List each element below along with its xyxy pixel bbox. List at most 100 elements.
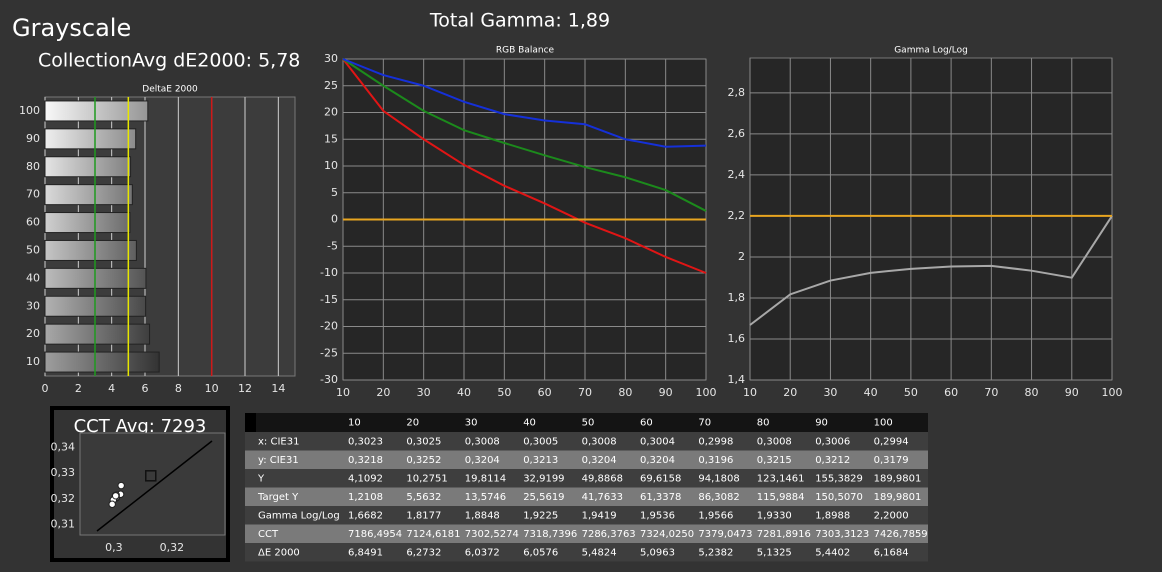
table-cell: 0,3008 bbox=[465, 436, 500, 447]
table-cell: 1,2108 bbox=[348, 492, 383, 503]
table-corner bbox=[245, 413, 256, 432]
series-line bbox=[342, 58, 707, 274]
table-cell: 41,7633 bbox=[582, 492, 623, 503]
collection-avg: CollectionAvg dE2000: 5,78 bbox=[38, 50, 300, 72]
table-cell: 1,9225 bbox=[523, 510, 558, 521]
category-label: 80 bbox=[26, 160, 40, 173]
row-label: CCT bbox=[258, 529, 279, 540]
row-label: Target Y bbox=[257, 492, 299, 503]
y-tick-label: -15 bbox=[320, 293, 338, 306]
y-tick-label: 10 bbox=[324, 159, 338, 172]
x-tick-label: 100 bbox=[1102, 386, 1123, 399]
chart-title: RGB Balance bbox=[496, 46, 555, 56]
column-header: 40 bbox=[523, 418, 536, 429]
x-tick-label: 12 bbox=[238, 382, 252, 395]
column-header: 10 bbox=[348, 418, 361, 429]
table-cell: 189,9801 bbox=[874, 492, 922, 503]
category-label: 70 bbox=[26, 188, 40, 201]
x-tick-label: 4 bbox=[108, 382, 115, 395]
x-tick-label: 2 bbox=[75, 382, 82, 395]
bar bbox=[44, 323, 151, 345]
column-header: 20 bbox=[406, 418, 419, 429]
x-tick-label: 70 bbox=[578, 386, 592, 399]
x-tick-label: 80 bbox=[618, 386, 632, 399]
table-cell: 155,3829 bbox=[815, 473, 863, 484]
table-cell: 6,8491 bbox=[348, 547, 383, 558]
x-tick-label: 40 bbox=[457, 386, 471, 399]
table-cell: 1,8848 bbox=[465, 510, 500, 521]
y-tick-label: 1,6 bbox=[728, 332, 746, 345]
x-tick-label: 10 bbox=[743, 386, 757, 399]
x-tick-label: 70 bbox=[984, 386, 998, 399]
table-cell: 0,3008 bbox=[582, 436, 617, 447]
bar bbox=[44, 100, 149, 122]
table-cell: 7324,0250 bbox=[640, 529, 694, 540]
x-tick-label: 60 bbox=[538, 386, 552, 399]
table-cell: 2,2000 bbox=[874, 510, 909, 521]
x-tick-label: 0,3 bbox=[105, 541, 123, 554]
table-row-bg bbox=[245, 432, 928, 451]
column-header: 100 bbox=[874, 418, 893, 429]
table-cell: 7303,3123 bbox=[815, 529, 869, 540]
table-cell: 5,5632 bbox=[406, 492, 441, 503]
y-tick-label: 0,34 bbox=[51, 441, 76, 454]
table-cell: 7286,3763 bbox=[582, 529, 636, 540]
x-tick-label: 10 bbox=[205, 382, 219, 395]
x-tick-label: 30 bbox=[823, 386, 837, 399]
category-label: 30 bbox=[26, 299, 40, 312]
y-tick-label: 5 bbox=[331, 186, 338, 199]
point bbox=[111, 492, 120, 500]
column-header: 30 bbox=[465, 418, 478, 429]
table-cell: 13,5746 bbox=[465, 492, 506, 503]
table-cell: 6,2732 bbox=[406, 547, 441, 558]
table-cell: 19,8114 bbox=[465, 473, 506, 484]
table-cell: 1,8177 bbox=[406, 510, 441, 521]
category-label: 20 bbox=[26, 327, 40, 340]
x-tick-label: 50 bbox=[904, 386, 918, 399]
category-label: 40 bbox=[26, 271, 40, 284]
table-cell: 115,9884 bbox=[757, 492, 805, 503]
table-cell: 0,3006 bbox=[815, 436, 850, 447]
table-cell: 32,9199 bbox=[523, 473, 564, 484]
bar bbox=[44, 184, 133, 206]
series-line bbox=[749, 215, 1113, 326]
table-cell: 4,1092 bbox=[348, 473, 383, 484]
row-label: x: CIE31 bbox=[258, 436, 299, 447]
column-header: 50 bbox=[582, 418, 595, 429]
series-line bbox=[342, 58, 707, 148]
x-tick-label: 14 bbox=[271, 382, 285, 395]
table-cell: 49,8868 bbox=[582, 473, 623, 484]
table-cell: 6,0576 bbox=[523, 547, 558, 558]
row-label: y: CIE31 bbox=[258, 455, 299, 466]
category-label: 90 bbox=[26, 132, 40, 145]
x-tick-label: 0 bbox=[42, 382, 49, 395]
table-cell: 0,3212 bbox=[815, 455, 850, 466]
table-cell: 7186,4954 bbox=[348, 529, 402, 540]
table-cell: 150,5070 bbox=[815, 492, 863, 503]
y-tick-label: -20 bbox=[320, 320, 338, 333]
table-cell: 61,3378 bbox=[640, 492, 681, 503]
table-cell: 0,3196 bbox=[698, 455, 733, 466]
series-line bbox=[342, 58, 707, 212]
x-tick-label: 8 bbox=[175, 382, 182, 395]
table-cell: 86,3082 bbox=[698, 492, 739, 503]
row-label: ΔE 2000 bbox=[258, 547, 300, 558]
x-tick-label: 100 bbox=[696, 386, 717, 399]
column-header: 80 bbox=[757, 418, 770, 429]
y-tick-label: 1,4 bbox=[728, 373, 746, 386]
table-cell: 5,4824 bbox=[582, 547, 617, 558]
table-cell: 6,1684 bbox=[874, 547, 909, 558]
y-tick-label: 2,8 bbox=[728, 86, 746, 99]
column-header: 60 bbox=[640, 418, 653, 429]
table-cell: 1,9419 bbox=[582, 510, 617, 521]
table-cell: 94,1808 bbox=[698, 473, 739, 484]
table-cell: 0,3252 bbox=[406, 455, 441, 466]
table-row-bg bbox=[245, 469, 928, 488]
x-tick-label: 10 bbox=[336, 386, 350, 399]
table-cell: 6,0372 bbox=[465, 547, 500, 558]
y-tick-label: 25 bbox=[324, 79, 338, 92]
chart-title: CCT Avg: 7293 bbox=[74, 416, 207, 437]
table-cell: 0,3204 bbox=[582, 455, 617, 466]
category-label: 50 bbox=[26, 243, 40, 256]
table-cell: 0,3215 bbox=[757, 455, 792, 466]
